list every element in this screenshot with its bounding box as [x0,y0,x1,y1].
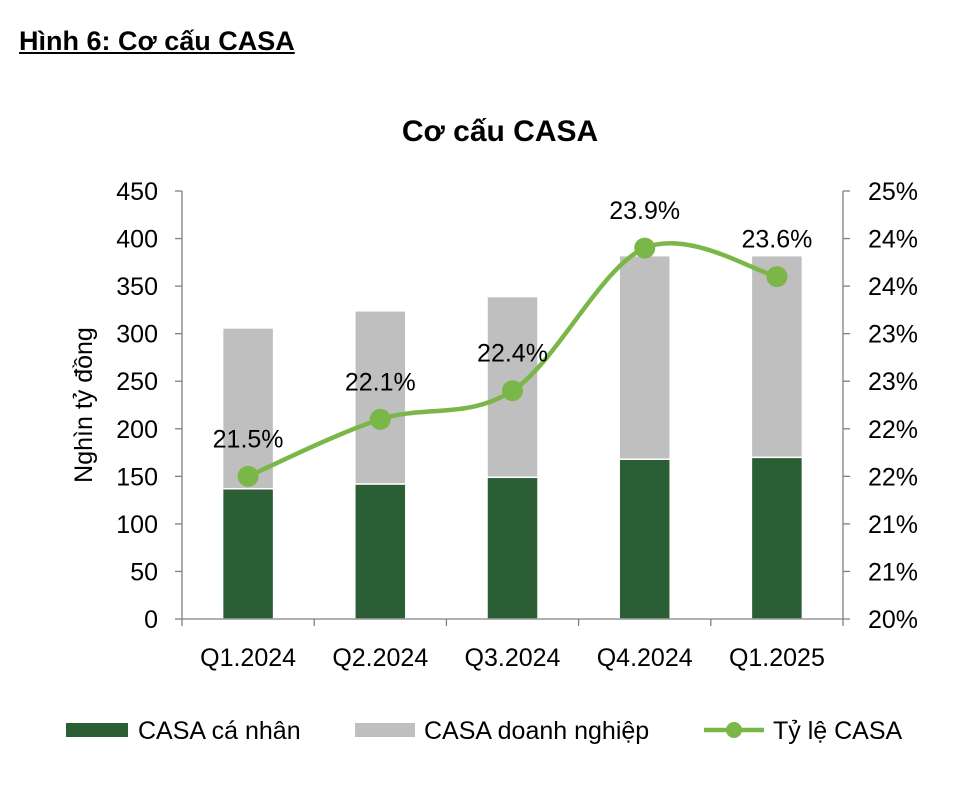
x-tick-label: Q3.2024 [465,644,561,672]
legend-swatch-ca-nhan [66,723,128,737]
rate-data-label: 21.5% [213,425,284,453]
axes [181,191,844,620]
rate-data-label: 23.6% [741,226,812,254]
right-tick-label: 22% [868,416,918,444]
bar-doanh-nghiep [618,254,671,460]
rate-point [502,380,523,402]
x-tick-label: Q2.2024 [332,644,428,672]
right-tick-label: 23% [868,368,918,396]
left-tick-label: 300 [116,321,158,349]
rate-data-label: 23.9% [609,197,680,225]
bar-ca-nhan [354,483,407,620]
rate-point [634,237,656,259]
x-tick-label: Q1.2024 [200,644,296,672]
right-tick-label: 21% [868,511,918,539]
right-tick-label: 23% [868,321,918,349]
x-axis-ticks: Q1.2024 Q2.2024 Q3.2024 Q4.2024 Q1.2025 [181,619,844,672]
right-tick-label: 24% [868,273,918,301]
bar-ca-nhan [618,458,671,620]
right-tick-label: 25% [868,178,918,206]
legend-label-ca-nhan: CASA cá nhân [138,717,301,745]
rate-point [766,266,788,288]
bar-doanh-nghiep [354,310,407,485]
right-axis-ticks: 20% 21% 21% 22% 22% 23% 23% 24% 24% 25% [843,178,918,634]
legend-swatch-marker [726,722,742,738]
rate-point [369,408,391,430]
left-tick-label: 200 [116,416,158,444]
rate-point [237,465,259,487]
rate-data-label: 22.4% [477,340,548,368]
x-tick-label: Q1.2025 [729,644,825,672]
right-tick-label: 24% [868,226,918,254]
legend: CASA cá nhân CASA doanh nghiệp Tỷ lệ CASA [66,717,903,745]
bar-doanh-nghiep [750,254,804,459]
x-tick-label: Q4.2024 [597,644,693,672]
right-tick-label: 21% [868,558,918,586]
bar-ca-nhan [221,487,275,620]
rate-data-label: 22.1% [345,368,416,396]
legend-label-doanh-nghiep: CASA doanh nghiệp [424,717,649,745]
right-tick-label: 22% [868,463,918,491]
left-tick-label: 150 [116,463,158,491]
legend-label-rate: Tỷ lệ CASA [773,717,903,745]
left-tick-label: 350 [116,273,158,301]
right-tick-label: 20% [868,606,918,634]
chart-title: Cơ cấu CASA [402,115,598,148]
bar-ca-nhan [750,456,804,620]
left-tick-label: 450 [116,178,158,206]
left-tick-label: 400 [116,226,158,254]
left-tick-label: 100 [116,511,158,539]
left-tick-label: 50 [130,558,158,586]
rate-line: 21.5% 22.1% 22.4% 23.9% 23.6% [213,197,812,487]
bar-doanh-nghiep [221,327,275,490]
left-axis-ticks: 0 50 100 150 200 250 300 350 400 450 [116,178,182,634]
bar-ca-nhan [486,476,539,620]
legend-swatch-doanh-nghiep [355,723,415,737]
y-axis-label: Nghìn tỷ đồng [70,327,98,483]
figure-heading: Hình 6: Cơ cấu CASA [19,26,295,56]
left-tick-label: 250 [116,368,158,396]
bars [221,254,804,620]
left-tick-label: 0 [144,606,158,634]
